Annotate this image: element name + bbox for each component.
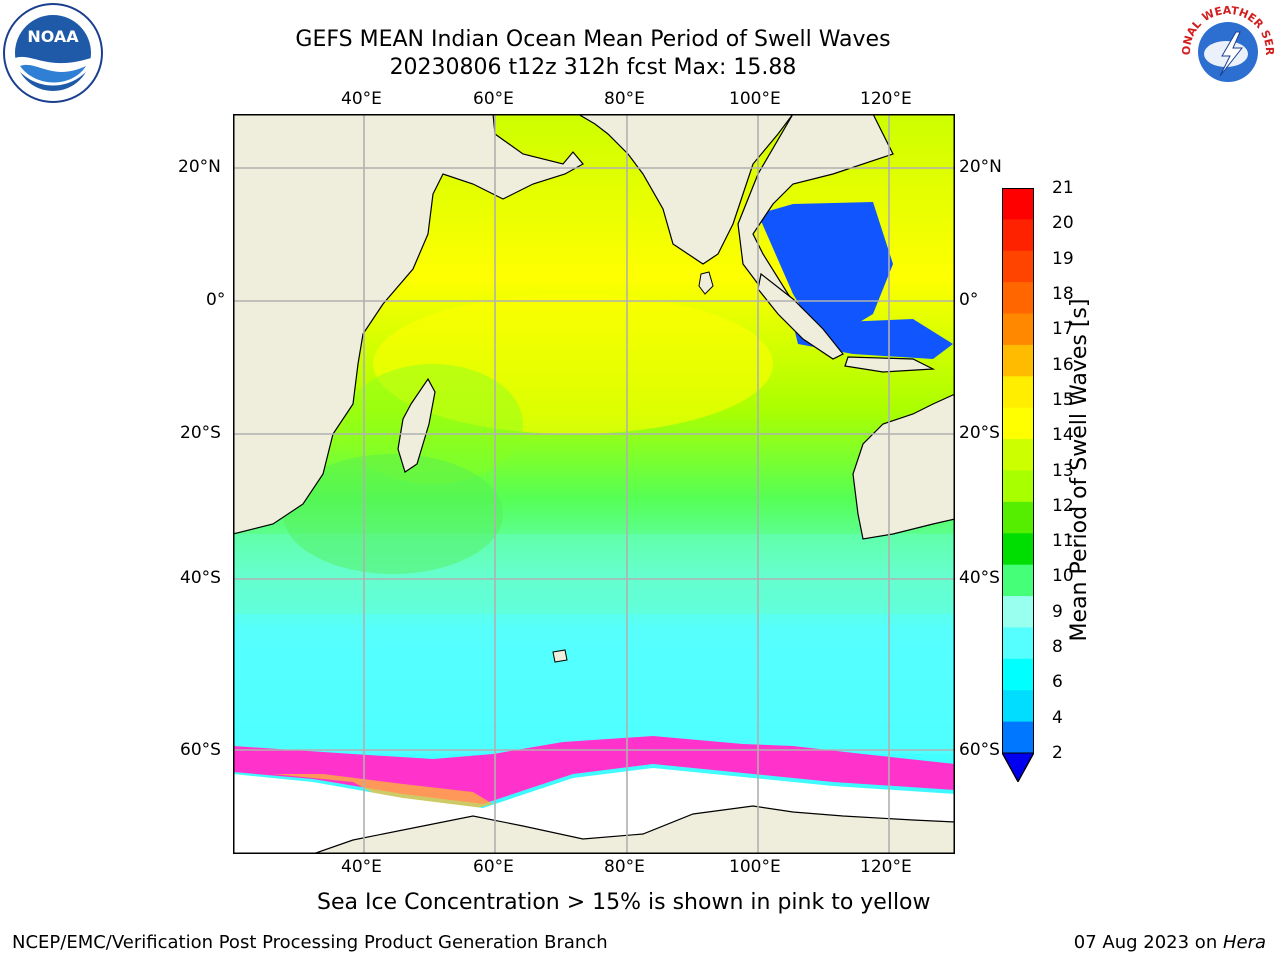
map-frame (233, 114, 955, 854)
land-sumatra (757, 272, 844, 360)
colorbar-tick-label: 15 (1052, 389, 1074, 410)
land-se-asia (737, 113, 894, 316)
land-antarctica (312, 805, 956, 855)
lon-label-bottom: 40°E (341, 857, 382, 877)
colorbar-tick-label: 20 (1052, 213, 1074, 234)
lat-label-left: 0° (206, 290, 226, 310)
graticule (233, 114, 955, 854)
land-kerguelen (552, 649, 568, 663)
lon-label-top: 100°E (729, 89, 781, 109)
colorbar-swatch (1002, 250, 1034, 283)
colorbar-tick-label: 11 (1052, 531, 1074, 552)
colorbar-swatch (1002, 188, 1034, 220)
colorbar-swatch (1002, 533, 1034, 566)
land-australia (852, 393, 956, 540)
colorbar-label: Mean Period of Swell Waves [s] (1067, 298, 1092, 642)
colorbar-swatch (1002, 690, 1034, 723)
ocean-field (283, 454, 503, 574)
footer-date-text: 07 Aug 2023 on (1073, 932, 1223, 953)
colorbar-swatch (1002, 313, 1034, 346)
colorbar-tick-label: 14 (1052, 425, 1074, 446)
colorbar-swatch (1002, 344, 1034, 377)
lon-label-top: 120°E (860, 89, 912, 109)
ocean-field (233, 614, 955, 754)
svg-text:NOAA: NOAA (27, 27, 79, 46)
colorbar (1001, 188, 1035, 784)
colorbar-tick-label: 18 (1052, 283, 1074, 304)
colorbar-swatch (1002, 470, 1034, 503)
colorbar-swatch (1002, 439, 1034, 471)
lon-label-bottom: 100°E (729, 857, 781, 877)
ocean-field (373, 294, 773, 434)
colorbar-tick-label: 8 (1052, 637, 1063, 658)
lat-label-right: 20°N (959, 157, 1002, 177)
colorbar-swatch (1002, 219, 1034, 252)
lat-label-right: 40°S (959, 568, 1000, 588)
colorbar-swatch (1002, 564, 1034, 597)
lon-label-top: 40°E (341, 89, 382, 109)
colorbar-swatch (1002, 282, 1034, 315)
footer-host: Hera (1222, 932, 1266, 953)
colorbar-tick-labels: 21 20 19 18 17 16 15 14 13 12 11 10 9 8 6 4 2 (1052, 178, 1092, 778)
colorbar-tick-label: 12 (1052, 495, 1074, 516)
chart-subtitle: 20230806 t12z 312h fcst Max: 15.88 (389, 55, 797, 80)
colorbar-swatch (1002, 721, 1034, 754)
ocean-field (758, 202, 893, 344)
colorbar-swatch (1002, 596, 1034, 628)
colorbar-swatch (1002, 407, 1034, 440)
lat-label-left: 20°N (178, 157, 221, 177)
lat-label-left: 60°S (180, 740, 221, 760)
national-weather-service-logo: NATIONAL WEATHER SERVICE (1173, 0, 1278, 102)
colorbar-frame (1002, 188, 1034, 783)
colorbar-tick-label: 2 (1052, 743, 1063, 763)
colorbar-tick-label: 13 (1052, 460, 1074, 481)
sea-ice-note: Sea Ice Concentration > 15% is shown in … (317, 890, 931, 915)
swell-period-map (232, 113, 956, 855)
colorbar-swatch (1002, 658, 1034, 691)
lon-label-bottom: 120°E (860, 857, 912, 877)
lon-label-bottom: 60°E (473, 857, 514, 877)
lat-label-left: 20°S (180, 423, 221, 443)
chart-title: GEFS MEAN Indian Ocean Mean Period of Sw… (295, 27, 891, 52)
land-srilanka (698, 271, 714, 295)
colorbar-swatch (1002, 376, 1034, 409)
footer-date: 07 Aug 2023 on Hera (1074, 932, 1266, 953)
colorbar-tick-label: 4 (1052, 707, 1063, 728)
colorbar-swatches (1001, 188, 1035, 784)
colorbar-swatch (1002, 501, 1034, 534)
lat-label-right: 0° (959, 290, 979, 310)
lon-label-top: 80°E (604, 89, 645, 109)
land-africa (232, 113, 584, 535)
colorbar-tick-label: 16 (1052, 354, 1074, 375)
colorbar-tick-label: 10 (1052, 566, 1074, 587)
ocean-field (343, 364, 523, 484)
lat-label-right: 60°S (959, 740, 1000, 760)
map-panel (232, 113, 956, 855)
lon-label-top: 60°E (473, 89, 514, 109)
colorbar-swatch (1002, 627, 1034, 660)
colorbar-extend-triangle (1001, 752, 1035, 784)
noaa-logo: NOAA (2, 2, 104, 104)
lat-label-right: 20°S (959, 423, 1000, 443)
lon-label-bottom: 80°E (604, 857, 645, 877)
land-madagascar (397, 377, 436, 473)
colorbar-tick-label: 19 (1052, 248, 1074, 269)
colorbar-tick-label: 21 (1052, 178, 1074, 198)
colorbar-tick-label: 17 (1052, 319, 1074, 340)
lat-label-left: 40°S (180, 568, 221, 588)
footer-credit: NCEP/EMC/Verification Post Processing Pr… (12, 932, 608, 953)
colorbar-tick-label: 6 (1052, 672, 1063, 693)
land-india (575, 113, 795, 265)
colorbar-tick-label: 9 (1052, 601, 1063, 622)
